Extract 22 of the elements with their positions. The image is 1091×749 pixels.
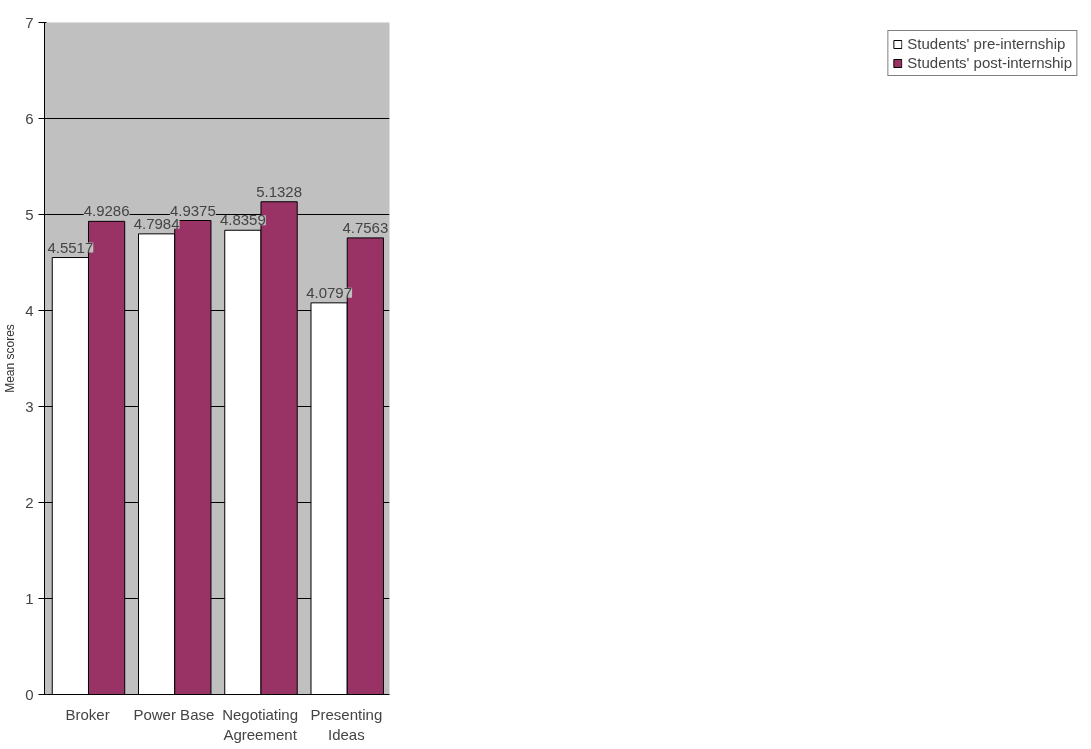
legend-label: Students' post-internship bbox=[907, 54, 1072, 71]
data-label: 4.5517 bbox=[47, 238, 94, 256]
data-label: 4.7563 bbox=[342, 218, 389, 236]
legend-label: Students' pre-internship bbox=[907, 35, 1066, 52]
y-tick-label: 4 bbox=[25, 301, 34, 319]
data-label: 4.8359 bbox=[219, 211, 266, 229]
x-tick-label: Broker bbox=[65, 705, 110, 723]
y-tick-label: 2 bbox=[25, 493, 34, 511]
y-tick-label: 0 bbox=[25, 685, 34, 703]
data-label: 4.9286 bbox=[83, 202, 130, 220]
data-label: 4.0797 bbox=[306, 283, 353, 301]
x-tick-label: Negotiating Agreement bbox=[222, 705, 299, 743]
y-tick-label: 3 bbox=[25, 397, 34, 415]
y-tick-label: 7 bbox=[25, 13, 34, 31]
x-tick-label: Presenting Ideas bbox=[310, 705, 383, 743]
y-tick-label: 5 bbox=[25, 205, 34, 223]
data-label: 5.1328 bbox=[256, 182, 303, 200]
x-tick-label: Power Base bbox=[133, 705, 215, 723]
y-tick-label: 6 bbox=[25, 109, 34, 127]
data-label: 4.9375 bbox=[169, 201, 216, 219]
y-axis-title: Mean scores bbox=[3, 324, 18, 393]
y-tick-label: 1 bbox=[25, 589, 34, 607]
